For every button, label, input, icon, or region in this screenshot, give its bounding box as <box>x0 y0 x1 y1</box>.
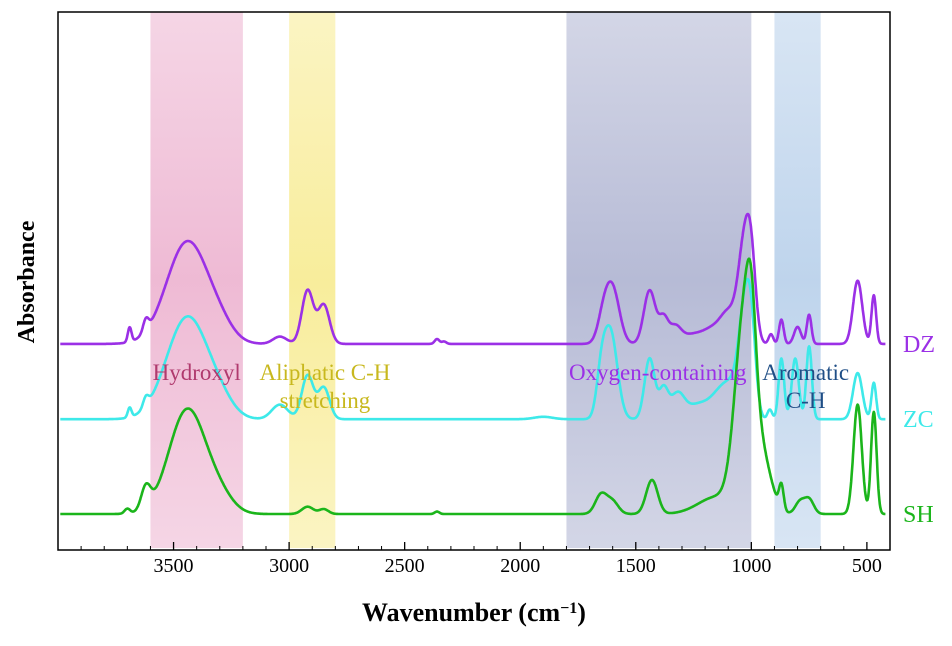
x-axis-title-unit: −1 <box>560 600 577 617</box>
region-label-line: stretching <box>280 388 371 413</box>
x-axis-ticks: 3500 3000 2500 2000 1500 1000 500 <box>80 542 891 577</box>
x-tick-label: 2000 <box>500 555 540 577</box>
region-label-1: Aliphatic C-H stretching <box>259 360 390 413</box>
y-axis-title: Absorbance <box>14 220 40 343</box>
series-label-dz: DZ <box>903 332 935 358</box>
region-bands <box>150 12 821 548</box>
region-label-line: Hydroxyl <box>153 360 241 385</box>
series-line-zc <box>59 277 887 421</box>
region-labels: Hydroxyl Aliphatic C-H stretching Oxygen-co… <box>153 360 849 413</box>
x-tick-label: 3500 <box>154 555 194 577</box>
region-label-2: Oxygen-containing <box>569 360 747 385</box>
x-axis-title-close: ) <box>577 598 586 627</box>
series-labels: DZ ZC SH <box>903 332 935 528</box>
series-line-sh <box>59 257 887 516</box>
band-aromatic-c-h <box>774 12 821 548</box>
band-aliphatic-c-h-stretching <box>289 12 336 548</box>
x-axis-title-text: Wavenumber (cm <box>362 598 560 627</box>
series-line-dz <box>59 212 887 346</box>
x-tick-label: 3000 <box>269 555 309 577</box>
x-axis-title: Wavenumber (cm−1) <box>362 598 586 627</box>
spectra-series <box>59 212 887 516</box>
region-label-line: Aliphatic C-H <box>259 360 390 385</box>
region-label-0: Hydroxyl <box>153 360 241 385</box>
x-tick-label: 1500 <box>616 555 656 577</box>
x-tick-label: 2500 <box>385 555 425 577</box>
region-label-line: C-H <box>786 388 826 413</box>
region-label-line: Aromatic <box>762 360 849 385</box>
series-label-sh: SH <box>903 502 934 528</box>
region-label-3: Aromatic C-H <box>762 360 849 413</box>
x-tick-label: 1000 <box>731 555 771 577</box>
series-label-zc: ZC <box>903 407 934 433</box>
x-tick-label: 500 <box>852 555 882 577</box>
region-label-line: Oxygen-containing <box>569 360 747 385</box>
band-oxygen-containing <box>566 12 752 548</box>
